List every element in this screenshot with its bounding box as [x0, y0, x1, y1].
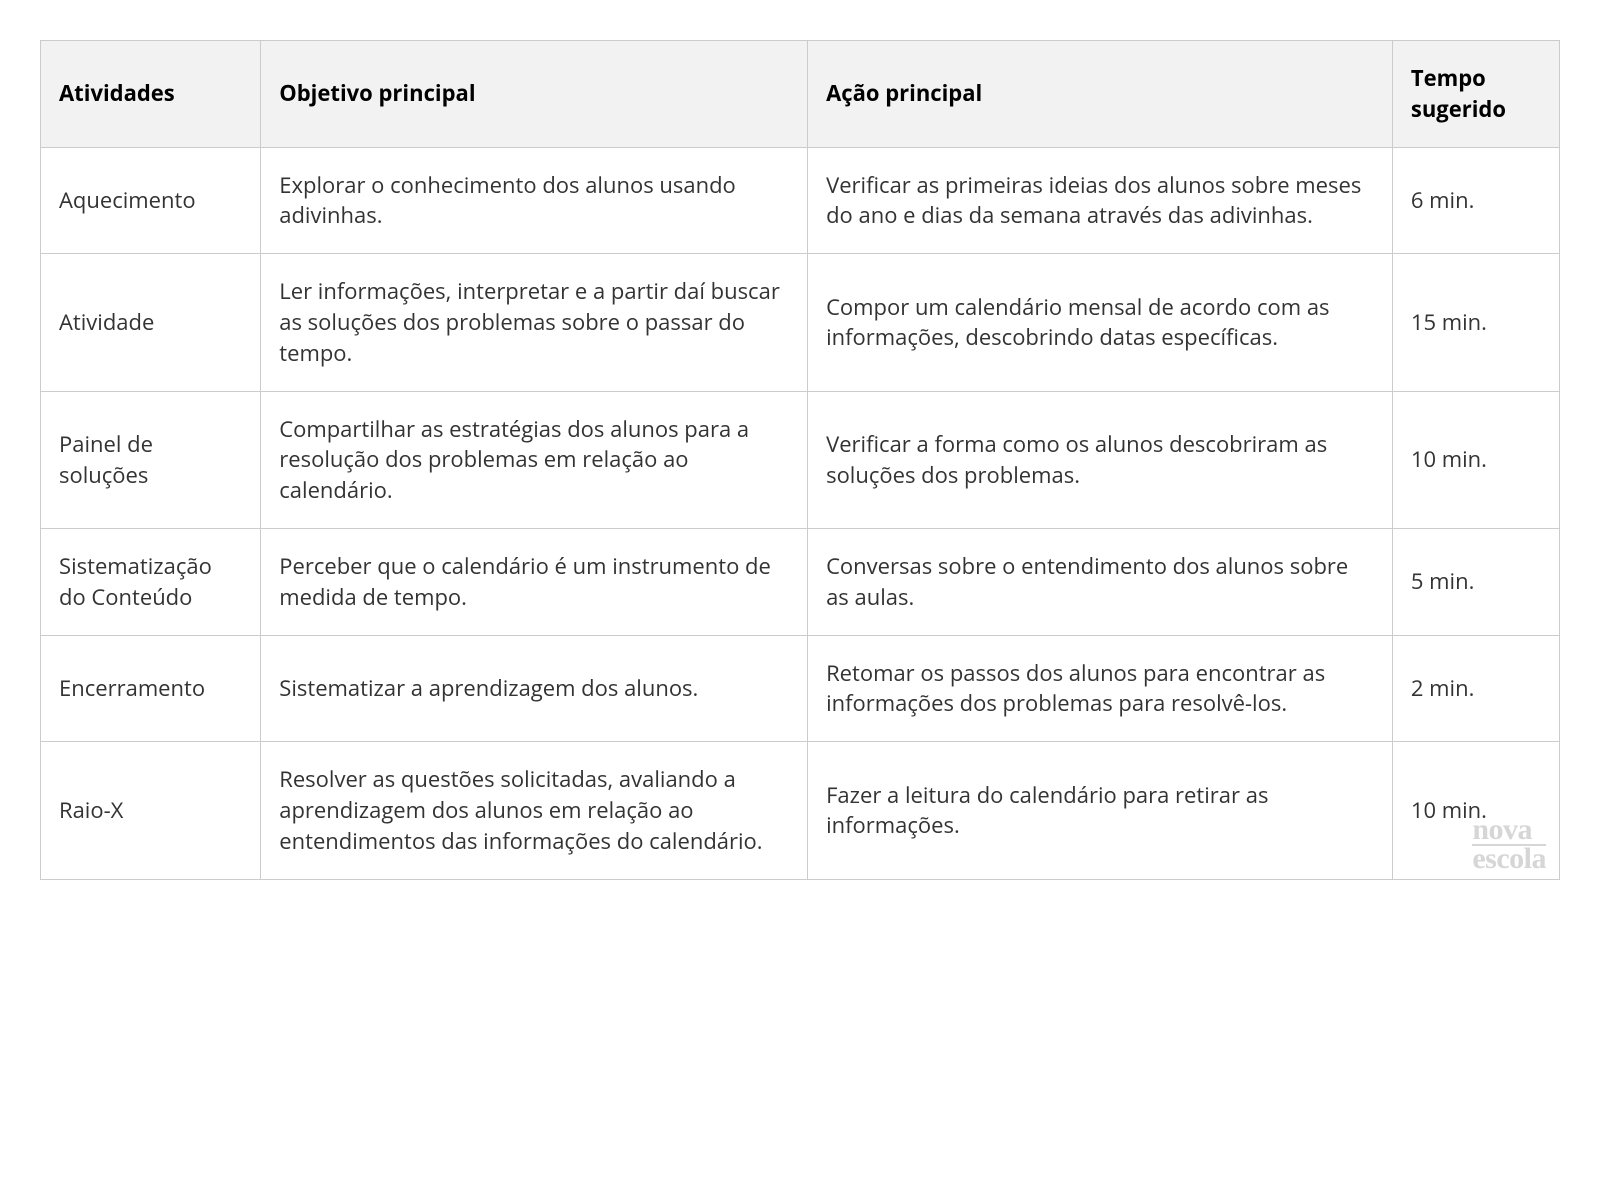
cell-acao: Verificar as primeiras ideias dos alunos…	[808, 147, 1393, 254]
header-objetivo: Objetivo principal	[261, 41, 808, 148]
cell-objetivo: Sistematizar a aprendizagem dos alunos.	[261, 635, 808, 742]
cell-tempo: 10 min.	[1392, 742, 1559, 879]
cell-acao: Fazer a leitura do calendário para retir…	[808, 742, 1393, 879]
cell-tempo: 6 min.	[1392, 147, 1559, 254]
header-atividades: Atividades	[41, 41, 261, 148]
cell-acao: Compor um calendário mensal de acordo co…	[808, 254, 1393, 391]
table-row: Raio-X Resolver as questões solicitadas,…	[41, 742, 1560, 879]
cell-atividade: Aquecimento	[41, 147, 261, 254]
table-row: Encerramento Sistematizar a aprendizagem…	[41, 635, 1560, 742]
cell-atividade: Encerramento	[41, 635, 261, 742]
lesson-plan-table: Atividades Objetivo principal Ação princ…	[40, 40, 1560, 880]
header-acao: Ação principal	[808, 41, 1393, 148]
cell-acao: Verificar a forma como os alunos descobr…	[808, 391, 1393, 528]
table-row: Painel de soluções Compartilhar as estra…	[41, 391, 1560, 528]
cell-atividade: Raio-X	[41, 742, 261, 879]
cell-tempo: 15 min.	[1392, 254, 1559, 391]
cell-atividade: Atividade	[41, 254, 261, 391]
cell-atividade: Painel de soluções	[41, 391, 261, 528]
table-wrapper: Atividades Objetivo principal Ação princ…	[40, 40, 1560, 880]
cell-objetivo: Explorar o conhecimento dos alunos usand…	[261, 147, 808, 254]
table-row: Sistematização do Conteúdo Perceber que …	[41, 528, 1560, 635]
cell-acao: Conversas sobre o entendimento dos aluno…	[808, 528, 1393, 635]
cell-atividade: Sistematização do Conteúdo	[41, 528, 261, 635]
cell-objetivo: Compartilhar as estratégias dos alunos p…	[261, 391, 808, 528]
cell-objetivo: Ler informações, interpretar e a partir …	[261, 254, 808, 391]
table-header-row: Atividades Objetivo principal Ação princ…	[41, 41, 1560, 148]
cell-tempo: 5 min.	[1392, 528, 1559, 635]
cell-objetivo: Perceber que o calendário é um instrumen…	[261, 528, 808, 635]
table-row: Atividade Ler informações, interpretar e…	[41, 254, 1560, 391]
cell-acao: Retomar os passos dos alunos para encont…	[808, 635, 1393, 742]
header-tempo: Tempo sugerido	[1392, 41, 1559, 148]
table-row: Aquecimento Explorar o conhecimento dos …	[41, 147, 1560, 254]
cell-tempo: 2 min.	[1392, 635, 1559, 742]
cell-tempo: 10 min.	[1392, 391, 1559, 528]
cell-objetivo: Resolver as questões solicitadas, avalia…	[261, 742, 808, 879]
